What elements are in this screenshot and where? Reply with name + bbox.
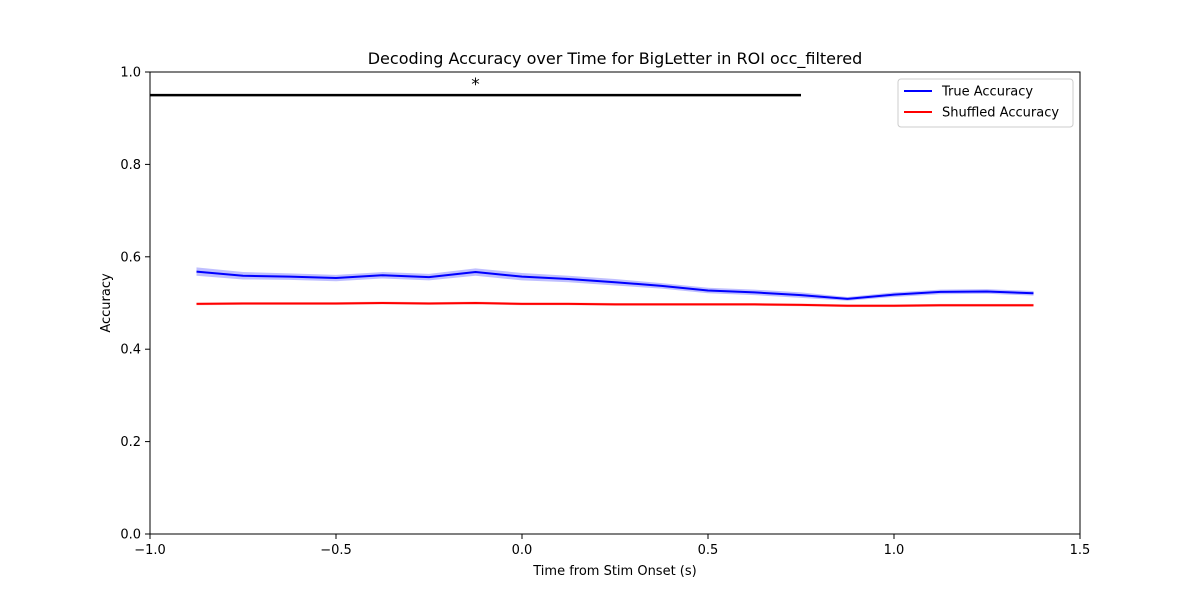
- y-tick-label: 0.4: [120, 343, 141, 358]
- y-tick-label: 0.2: [120, 435, 141, 450]
- axes-frame: [149, 71, 1081, 535]
- series-0-band: [196, 267, 1034, 301]
- legend-label-0: True Accuracy: [941, 85, 1033, 100]
- y-tick-label: 0.0: [120, 528, 141, 543]
- x-axis: −1.0 −0.5 0.0 0.5 1.0 1.5: [134, 534, 1090, 558]
- x-tick-label: 0.5: [698, 543, 719, 558]
- legend-label-1: Shuffled Accuracy: [942, 106, 1059, 121]
- x-axis-label: Time from Stim Onset (s): [532, 564, 696, 579]
- series-1-line: [196, 302, 1034, 307]
- y-tick-label: 0.6: [120, 250, 141, 265]
- x-tick-label: 0.0: [512, 543, 533, 558]
- y-axis: 0.0 0.2 0.4 0.6 0.8 1.0: [120, 66, 150, 543]
- y-axis-label: Accuracy: [99, 273, 114, 333]
- plot-area: *: [150, 75, 1034, 308]
- x-tick-label: 1.5: [1070, 543, 1091, 558]
- y-tick-label: 1.0: [120, 66, 141, 81]
- legend-box: [897, 78, 1074, 128]
- x-tick-label: −0.5: [320, 543, 352, 558]
- series-0-line: [196, 270, 1034, 300]
- legend: True Accuracy Shuffled Accuracy: [897, 78, 1074, 128]
- x-tick-label: 1.0: [884, 543, 905, 558]
- x-tick-label: −1.0: [134, 543, 166, 558]
- chart-title: Decoding Accuracy over Time for BigLette…: [368, 49, 863, 69]
- y-tick-label: 0.8: [120, 158, 141, 173]
- significance-marker: *: [471, 75, 480, 95]
